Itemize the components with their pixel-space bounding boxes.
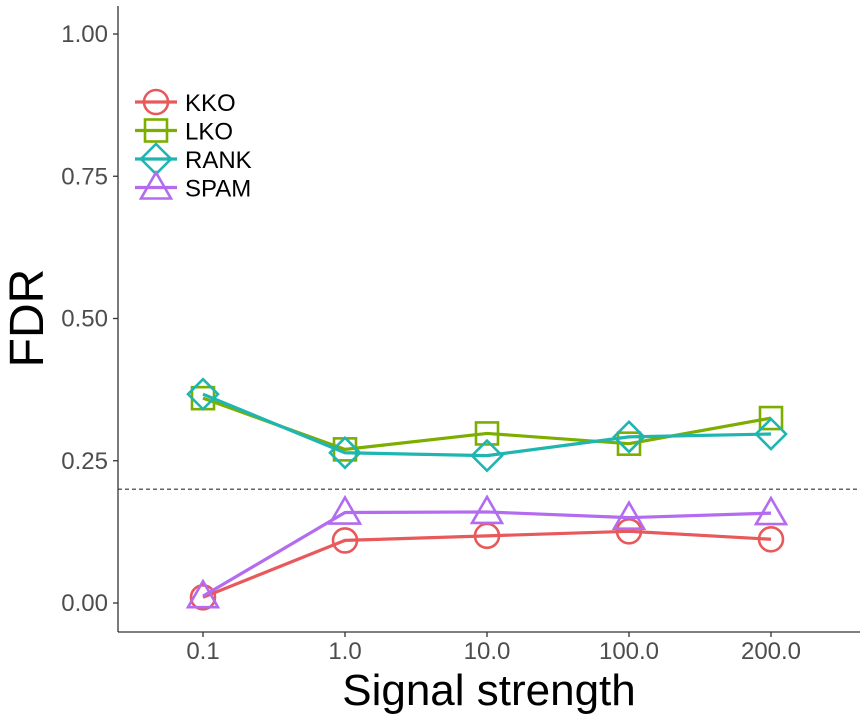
spam-point xyxy=(611,500,647,530)
kko-point xyxy=(189,584,217,611)
legend-triangle-icon xyxy=(138,169,174,200)
kko-point xyxy=(331,527,359,554)
x-tick-label: 10.0 xyxy=(464,638,511,665)
rank-point xyxy=(470,438,504,473)
y-tick-label: 0.25 xyxy=(61,448,108,475)
rank-point xyxy=(754,417,788,451)
y-tick-label: 0.50 xyxy=(61,306,108,333)
legend-square-icon xyxy=(143,118,169,143)
legend-label: RANK xyxy=(185,147,252,174)
legend-label: LKO xyxy=(185,119,233,146)
legend-circle-icon xyxy=(142,88,170,116)
x-axis-title: Signal strength xyxy=(342,666,636,715)
legend-item: RANK xyxy=(135,142,252,176)
x-ticks: 0.1 1.0 10.0 100.0 200.0 xyxy=(186,632,801,665)
lko-point xyxy=(758,405,784,431)
series-kko xyxy=(189,518,785,611)
series-line xyxy=(202,392,772,458)
legend-item: KKO xyxy=(135,88,236,117)
y-ticks: 0.00 0.25 0.50 0.75 1.00 xyxy=(61,21,118,617)
y-axis-title: FDR xyxy=(1,269,54,368)
legend-item: SPAM xyxy=(135,169,251,203)
spam-point xyxy=(753,495,789,526)
x-tick-label: 1.0 xyxy=(328,638,361,665)
legend-item: LKO xyxy=(135,118,233,146)
lko-point xyxy=(474,421,500,446)
rank-point xyxy=(328,435,362,470)
spam-point xyxy=(185,578,221,609)
series-lko xyxy=(190,385,784,462)
series-group xyxy=(185,377,789,611)
legend-label: SPAM xyxy=(185,176,251,203)
lko-point xyxy=(616,431,642,456)
rank-point xyxy=(612,420,646,454)
legend-label: KKO xyxy=(185,90,236,117)
x-tick-label: 200.0 xyxy=(741,638,801,665)
y-tick-label: 1.00 xyxy=(61,21,108,48)
spam-point xyxy=(327,494,363,525)
series-line xyxy=(202,529,772,599)
series-spam xyxy=(185,494,789,609)
x-tick-label: 100.0 xyxy=(599,638,659,665)
spam-point xyxy=(469,494,505,525)
y-tick-label: 0.75 xyxy=(61,163,108,190)
series-line xyxy=(202,510,772,598)
kko-point xyxy=(615,518,643,545)
series-rank xyxy=(186,377,788,473)
kko-point xyxy=(757,525,785,553)
x-tick-label: 0.1 xyxy=(186,638,219,665)
rank-point xyxy=(186,377,220,412)
y-tick-label: 0.00 xyxy=(61,590,108,617)
